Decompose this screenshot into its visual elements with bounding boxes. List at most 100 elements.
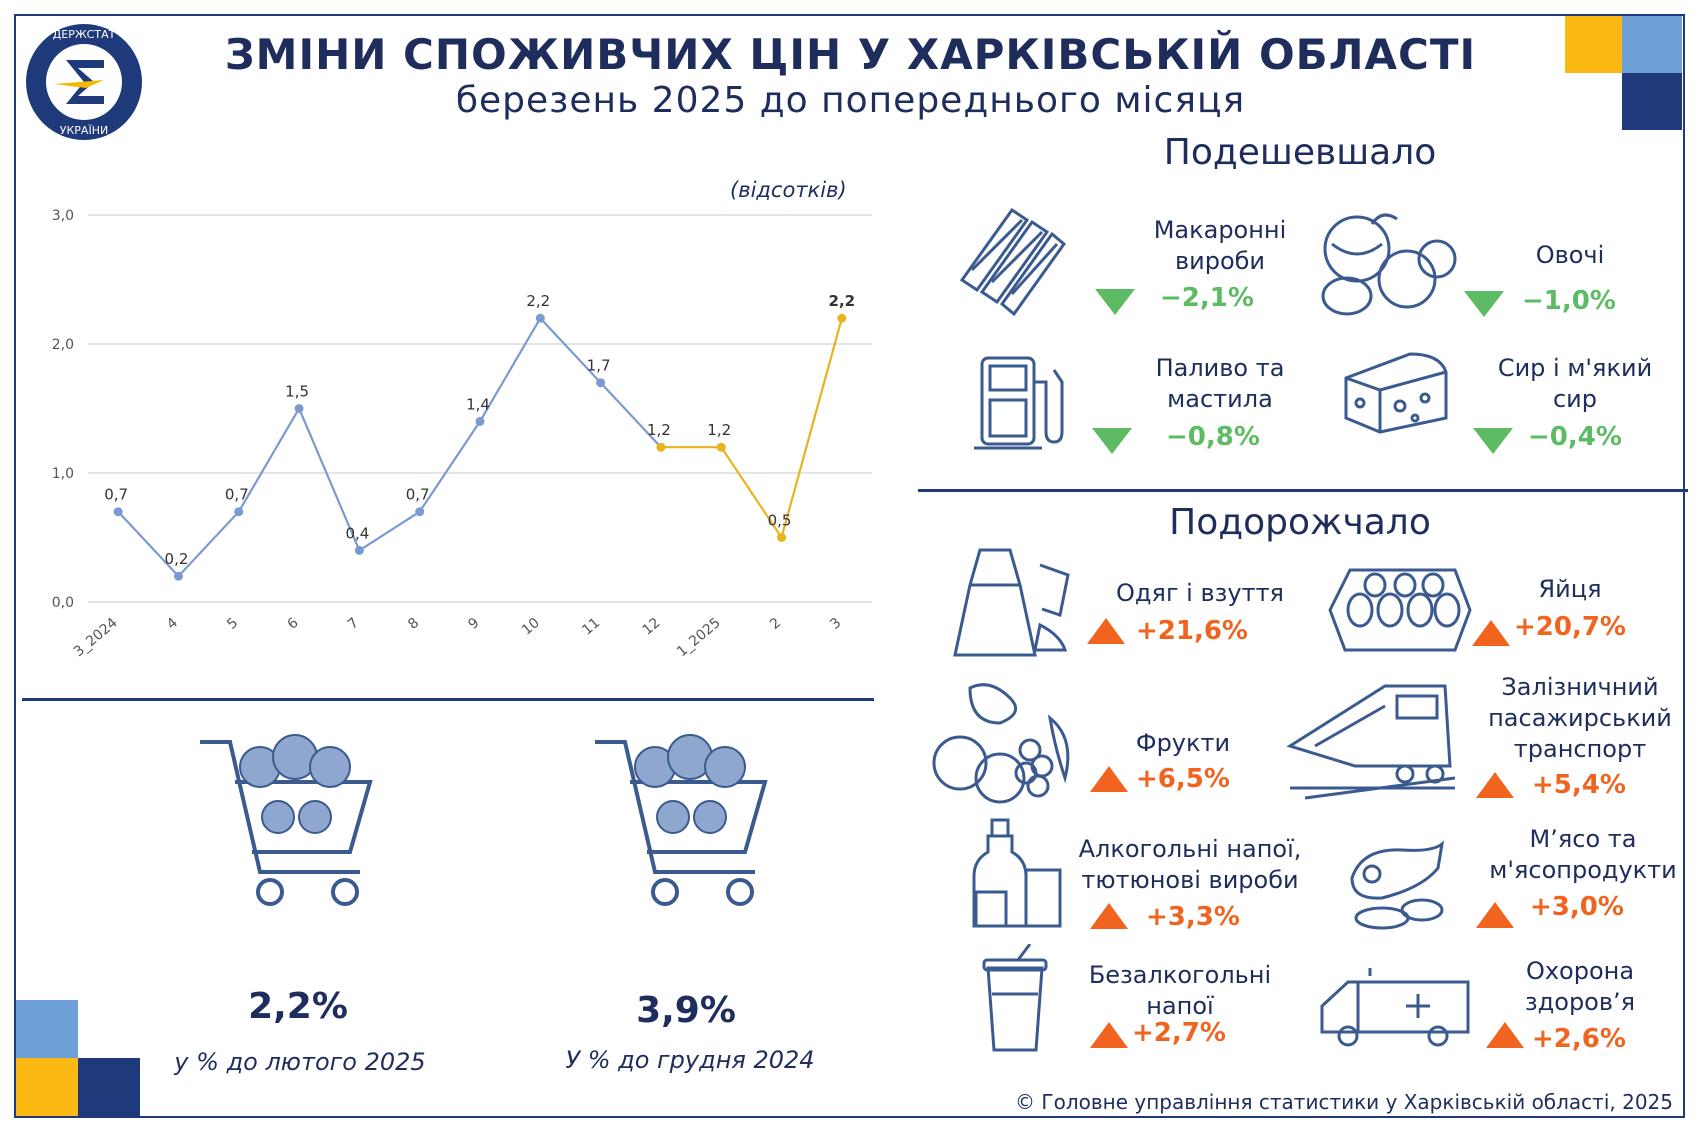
- cheaper-value-pasta: −2,1%: [1160, 283, 1254, 313]
- data-label: 0,7: [104, 486, 128, 504]
- x-tick-label: 3_2024: [71, 615, 121, 660]
- pricier-value-train: +5,4%: [1532, 770, 1626, 800]
- data-point: [535, 313, 545, 323]
- pricier-label-clothes: Одяг і взуття: [1116, 579, 1284, 607]
- data-point: [234, 507, 244, 517]
- data-label: 1,2: [707, 421, 731, 439]
- data-label: 1,7: [587, 357, 611, 375]
- pricier-value-soft-drinks: +2,7%: [1132, 1018, 1226, 1048]
- y-tick-label: 1,0: [52, 466, 74, 482]
- infographic-frame: [14, 14, 1685, 1118]
- x-tick-label: 2: [767, 615, 784, 633]
- pasta-icon: [959, 207, 1067, 317]
- pricier-value-eggs: +20,7%: [1514, 612, 1626, 642]
- fuel-pump-icon: [974, 356, 1064, 450]
- pricier-label-healthcare: Охорона здоров’я: [1524, 957, 1636, 1016]
- deco-square-lightblue-bottom: [16, 1000, 78, 1058]
- summary-value-december: 3,9%: [636, 990, 736, 1031]
- down-arrow-icon: [1473, 428, 1513, 454]
- data-point: [354, 545, 364, 555]
- x-tick-label: 11: [579, 615, 603, 639]
- pricier-value-meat: +3,0%: [1530, 892, 1624, 922]
- data-label: 0,5: [768, 512, 792, 530]
- up-arrow-icon: [1090, 1022, 1128, 1048]
- cheaper-value-fuel: −0,8%: [1166, 422, 1260, 452]
- data-point: [837, 313, 847, 323]
- y-tick-label: 2,0: [52, 337, 74, 353]
- up-arrow-icon: [1087, 618, 1125, 644]
- x-tick-label: 4: [164, 615, 181, 633]
- down-arrow-icon: [1092, 428, 1132, 454]
- x-tick-label: 5: [224, 615, 241, 633]
- data-point: [656, 442, 666, 452]
- page-subtitle: березень 2025 до попереднього місяця: [455, 80, 1246, 121]
- up-arrow-icon: [1486, 1022, 1524, 1048]
- pricier-label-eggs: Яйця: [1538, 575, 1602, 603]
- data-point: [596, 378, 606, 388]
- page-title: ЗМІНИ СПОЖИВЧИХ ЦІН У ХАРКІВСЬКІЙ ОБЛАСТ…: [224, 30, 1477, 79]
- deco-square-gold-bottom: [16, 1058, 78, 1116]
- up-arrow-icon: [1472, 620, 1510, 646]
- data-label: 0,7: [225, 486, 249, 504]
- x-tick-label: 10: [519, 615, 543, 639]
- pricier-label-train: Залізничний пасажирський транспорт: [1488, 673, 1672, 763]
- cheaper-value-cheese: −0,4%: [1528, 422, 1622, 452]
- data-point: [294, 404, 304, 413]
- x-tick-label: 6: [285, 615, 302, 633]
- summary-caption-month: у % до лютого 2025: [174, 1048, 426, 1076]
- data-label: 0,7: [406, 486, 430, 504]
- data-label: 0,2: [165, 550, 189, 568]
- up-arrow-icon: [1476, 902, 1514, 928]
- cheaper-heading: Подешевшало: [1163, 132, 1437, 173]
- pricier-label-fruits: Фрукти: [1135, 729, 1231, 757]
- x-tick-label: 1_2025: [674, 615, 724, 660]
- data-point: [716, 442, 726, 452]
- cup-icon: [982, 944, 1048, 1052]
- copyright-credit: © Головне управління статистики у Харків…: [1015, 1090, 1673, 1114]
- derzhstat-logo: ДЕРЖСТАТ УКРАЇНИ: [26, 24, 142, 140]
- svg-text:УКРАЇНИ: УКРАЇНИ: [60, 124, 108, 137]
- eggs-icon: [1328, 568, 1472, 652]
- meat-icon: [1350, 840, 1445, 930]
- down-arrow-icon: [1095, 289, 1135, 315]
- series-line: [117, 316, 662, 578]
- data-point: [415, 507, 425, 517]
- up-arrow-icon: [1476, 772, 1514, 798]
- data-point: [777, 533, 787, 542]
- left-separator: [22, 698, 874, 701]
- cheaper-label-vegetables: Овочі: [1535, 241, 1605, 269]
- fruits-icon: [932, 683, 1070, 804]
- summary-value-month: 2,2%: [248, 986, 348, 1027]
- chart-units-label: (відсотків): [730, 178, 847, 202]
- pricier-label-alcohol: Алкогольні напої, тютюнові вироби: [1078, 835, 1302, 894]
- pricier-value-healthcare: +2,6%: [1532, 1024, 1626, 1054]
- cheaper-label-fuel: Паливо та мастила: [1155, 354, 1285, 413]
- x-tick-label: 9: [465, 615, 482, 633]
- series-line: [660, 317, 843, 541]
- up-arrow-icon: [1090, 903, 1128, 929]
- deco-square-gold-top: [1565, 16, 1622, 73]
- data-label: 1,2: [647, 421, 671, 439]
- train-icon: [1286, 684, 1456, 800]
- data-label: 1,5: [285, 383, 309, 401]
- deco-square-navy-bottom: [78, 1058, 140, 1116]
- deco-square-navy-top: [1622, 73, 1682, 130]
- cheaper-label-pasta: Макаронні вироби: [1153, 216, 1287, 275]
- pricier-label-soft-drinks: Безалкогольні напої: [1088, 961, 1272, 1020]
- cheaper-value-vegetables: −1,0%: [1522, 286, 1616, 316]
- data-label: 1,4: [466, 395, 490, 413]
- x-tick-label: 3: [827, 615, 844, 633]
- svg-text:ДЕРЖСТАТ: ДЕРЖСТАТ: [53, 28, 116, 41]
- data-label: 2,2: [829, 292, 856, 310]
- data-point: [173, 571, 183, 581]
- shopping-cart-icon: [595, 734, 768, 906]
- x-tick-label: 7: [345, 615, 362, 633]
- x-tick-label: 8: [405, 615, 422, 633]
- pricier-value-clothes: +21,6%: [1136, 616, 1248, 646]
- up-arrow-icon: [1090, 766, 1128, 792]
- down-arrow-icon: [1464, 291, 1504, 317]
- cheaper-label-cheese: Сир і м'який сир: [1497, 354, 1653, 413]
- data-point: [113, 507, 123, 517]
- y-tick-label: 3,0: [52, 208, 74, 224]
- clothes-icon: [953, 548, 1070, 657]
